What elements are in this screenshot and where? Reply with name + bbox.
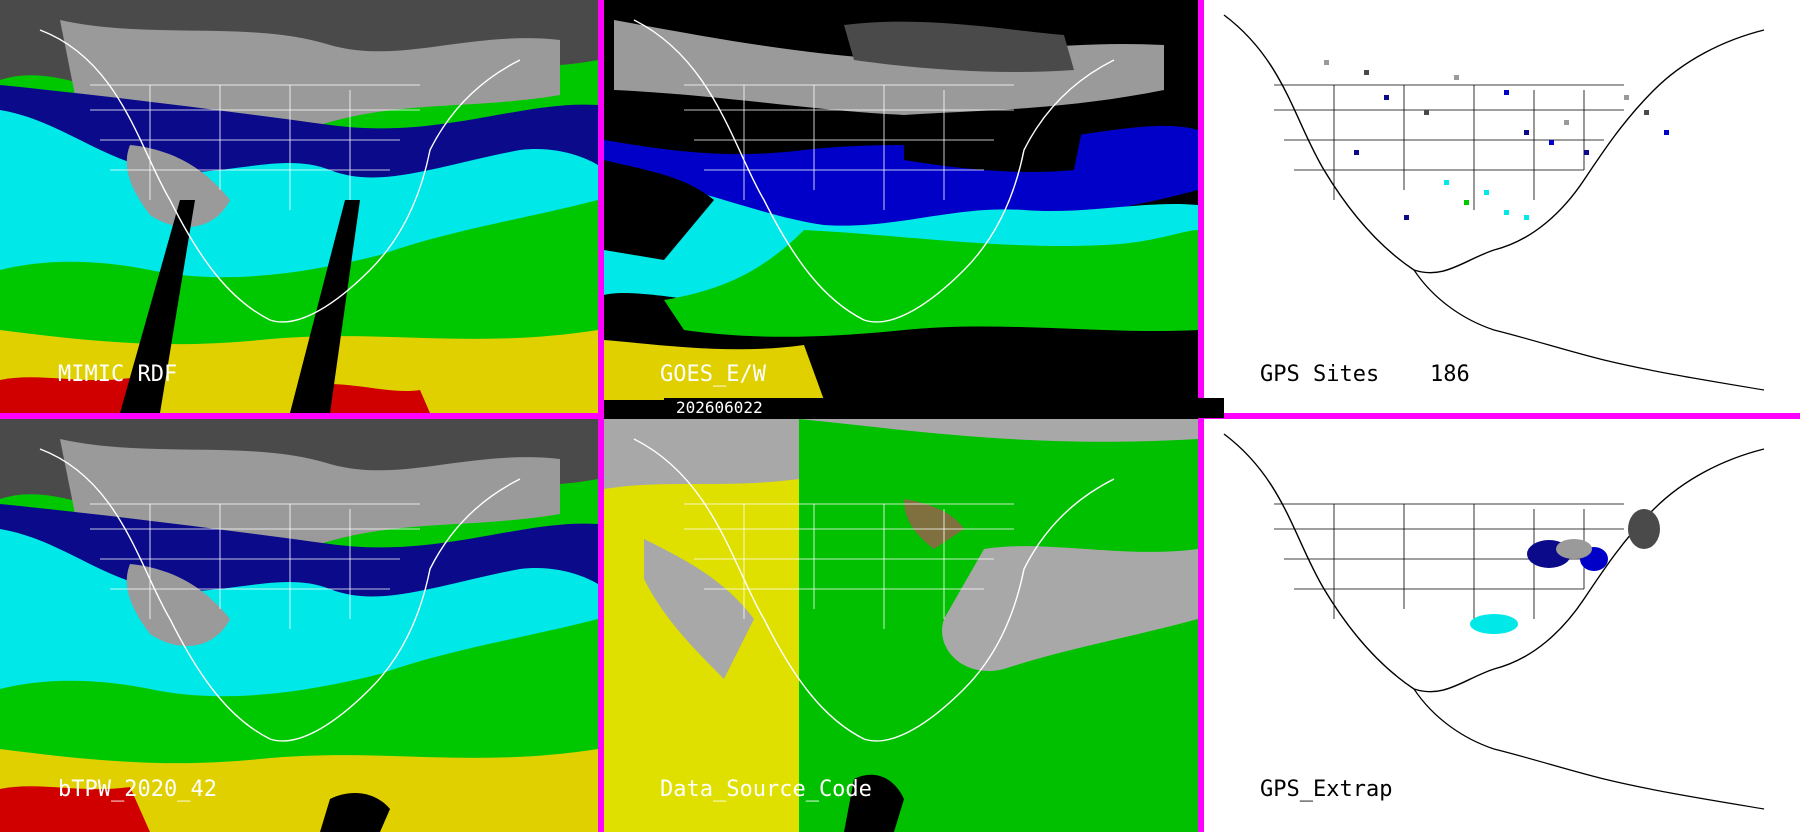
tpw-field-map: [0, 0, 598, 413]
panel-data-source-code: Data_Source_Code: [604, 419, 1198, 832]
gps-site-map: [1204, 0, 1800, 413]
panel-mimic-rdf: MIMIC RDF: [0, 0, 598, 413]
panel-gps-sites: GPS Sites 186: [1204, 0, 1800, 413]
panel-label: Data_Source_Code: [660, 777, 872, 802]
panel-label: MIMIC RDF: [58, 362, 178, 387]
panel-label: GPS_Extrap: [1260, 777, 1393, 802]
gps-site-markers: [1324, 60, 1669, 220]
horizontal-divider-left: [0, 413, 604, 419]
goes-field-map: [604, 0, 1198, 413]
panel-label: GPS Sites: [1260, 362, 1380, 387]
panel-gps-extrap: GPS_Extrap: [1204, 419, 1800, 832]
panel-label: bTPW_2020_42: [58, 777, 217, 802]
btpw-field-map: [0, 419, 598, 832]
panel-goes-ew: GOES_E/W: [604, 0, 1198, 413]
data-source-map: [604, 419, 1198, 832]
gps-site-count: 186: [1430, 362, 1470, 387]
panel-btpw: bTPW_2020_42: [0, 419, 598, 832]
gps-extrap-map: [1204, 419, 1800, 832]
timestamp-bar: 202606022: [664, 398, 1224, 418]
timestamp: 202606022: [676, 398, 763, 417]
horizontal-divider: [1204, 413, 1800, 419]
panel-label: GOES_E/W: [660, 362, 766, 387]
